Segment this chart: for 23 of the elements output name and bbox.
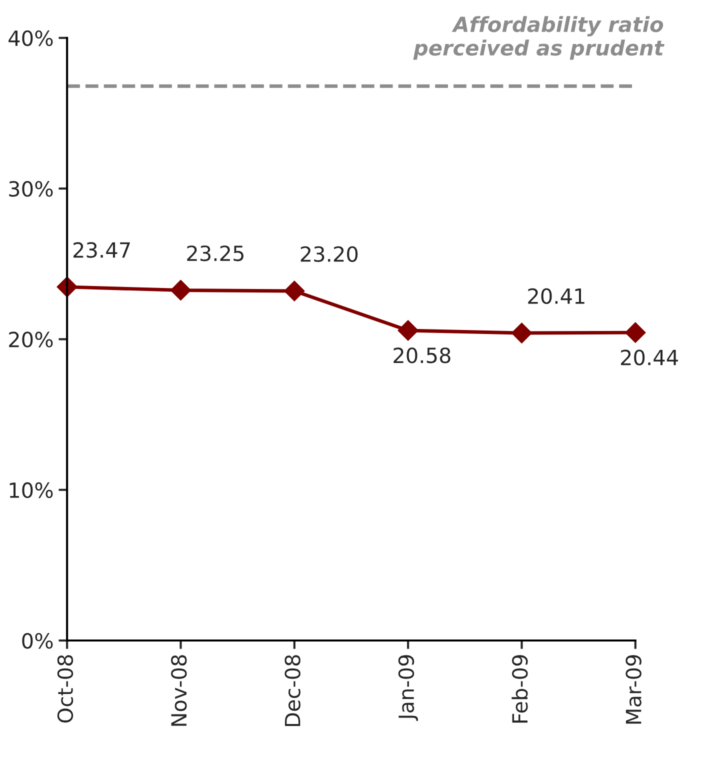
data-label: 20.44: [620, 350, 678, 366]
y-tick-label: 20%: [9, 332, 53, 348]
point: [284, 280, 305, 302]
point: [170, 280, 192, 301]
x-tick-label: Jan-09: [398, 655, 418, 721]
data-label: 23.25: [187, 245, 244, 262]
x-tick-label: Dec-08: [284, 655, 300, 726]
y-tick-label: 0%: [22, 632, 53, 649]
y-tick-label: 10%: [10, 482, 53, 498]
x-tick-label: Feb-09: [512, 655, 528, 723]
y-tick-label: 40%: [8, 30, 53, 46]
data-label: 20.58: [394, 348, 450, 364]
x-tick-label: Mar-09: [626, 655, 642, 724]
point: [398, 320, 418, 341]
x-tick-label: Oct-08: [57, 655, 74, 723]
point: [625, 322, 646, 343]
data-label: 23.47: [74, 242, 130, 258]
point: [511, 322, 532, 344]
data-label: 20.41: [528, 288, 584, 304]
x-tick-label: Nov-08: [171, 655, 187, 726]
data-label: 23.20: [300, 246, 358, 262]
y-tick-label: 30%: [9, 181, 53, 197]
ref-line-label: Affordability ratio perceived as prudent: [413, 16, 664, 60]
